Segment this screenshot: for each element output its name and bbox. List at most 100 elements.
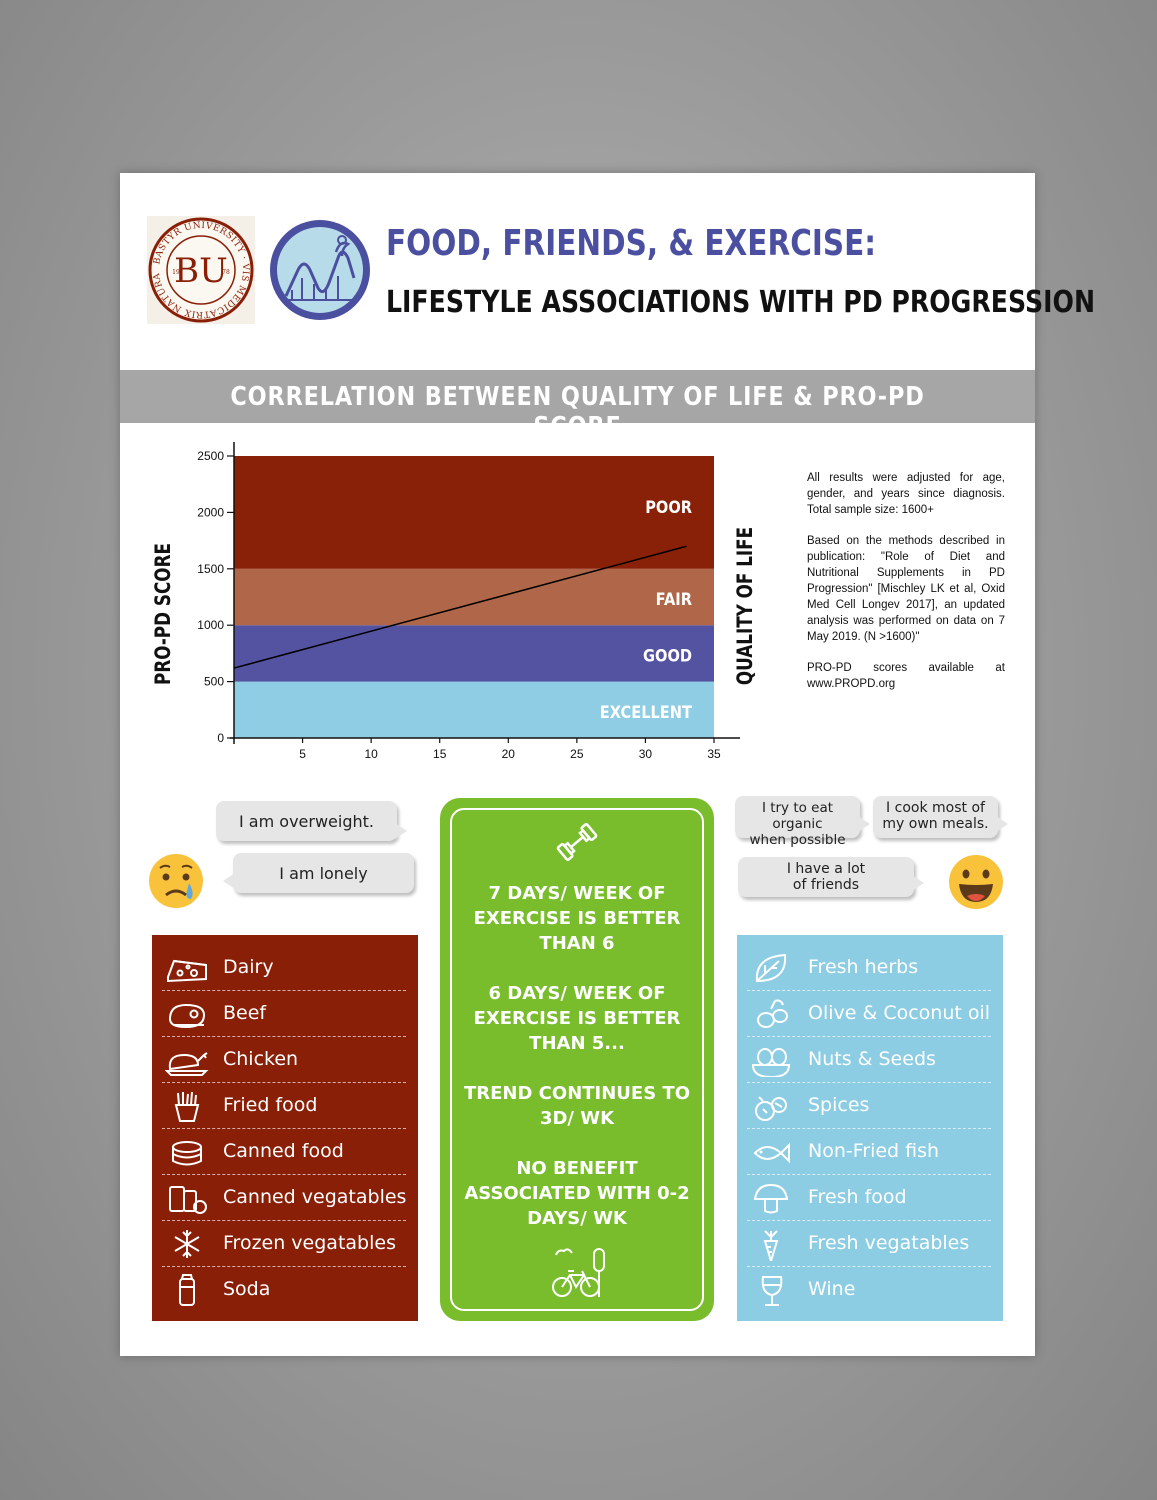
carrot-icon [749, 1227, 795, 1265]
nuts-icon [749, 1043, 795, 1079]
right-axis-title: QUALITY OF LIFE [733, 527, 757, 685]
list-item-label: Frozen vegatables [223, 1232, 396, 1254]
y-tick-label: 2000 [197, 505, 224, 519]
cheese-icon [164, 951, 210, 985]
y-tick-label: 2500 [197, 449, 224, 463]
list-item-label: Dairy [223, 956, 274, 978]
soda-icon [164, 1273, 210, 1307]
main-title: FOOD, FRIENDS, & EXERCISE: [386, 223, 877, 264]
bicycle-icon [552, 1248, 605, 1297]
note-methods: Based on the methods described in public… [807, 535, 1005, 643]
exercise-text-7days: 7 DAYS/ WEEK OF EXERCISE IS BETTER THAN 6 [473, 883, 681, 954]
can-icon [164, 1135, 210, 1169]
mushroom-icon [749, 1181, 795, 1215]
list-item-label: Non-Fried fish [808, 1140, 940, 1162]
svg-text:BU: BU [174, 251, 228, 291]
x-tick-label: 15 [433, 747, 447, 761]
bubble-lonely: I am lonely [223, 853, 414, 893]
band-label-good: GOOD [643, 645, 692, 665]
list-item-label: Fresh herbs [808, 956, 919, 978]
list-item-label: Olive & Coconut oil [808, 1002, 991, 1024]
list-item: Fresh food [747, 1175, 991, 1221]
list-item: Canned vegatables [162, 1175, 406, 1221]
list-item-label: Soda [223, 1278, 271, 1300]
list-item-label: Nuts & Seeds [808, 1048, 936, 1070]
notes: All results were adjusted for age, gende… [807, 470, 1005, 707]
bubble-cook: I cook most of my own meals. [873, 796, 1008, 838]
canned-vegetables-icon [164, 1181, 210, 1215]
list-item-label: Chicken [223, 1048, 299, 1070]
list-item: Soda [162, 1267, 406, 1313]
y-tick-label: 0 [217, 731, 224, 745]
y-tick-label: 500 [204, 675, 224, 689]
happy-face-icon [949, 855, 1003, 909]
y-axis-title: PRO-PD SCORE [151, 543, 175, 685]
bubble-overweight: I am overweight. [216, 801, 407, 841]
list-item-label: Canned food [223, 1140, 344, 1162]
x-tick-label: 5 [299, 747, 306, 761]
list-item-label: Spices [808, 1094, 870, 1116]
leaf-icon [749, 951, 795, 985]
list-item: Non-Fried fish [747, 1129, 991, 1175]
trend-line [233, 545, 687, 669]
dumbbell-icon [556, 823, 598, 861]
subtitle: LIFESTYLE ASSOCIATIONS WITH PD PROGRESSI… [386, 285, 1096, 320]
list-item: Canned food [162, 1129, 406, 1175]
list-item: Fresh herbs [747, 945, 991, 991]
x-tick-label: 35 [707, 747, 721, 761]
bubble-organic: I try to eat organic when possible [735, 796, 870, 848]
list-item-label: Fresh vegatables [808, 1232, 970, 1254]
y-tick-label: 1000 [197, 618, 224, 632]
list-item-label: Wine [808, 1278, 856, 1300]
note-website: PRO-PD scores available at www.PROPD.org [807, 662, 1005, 690]
list-item: Wine [747, 1267, 991, 1313]
good-food-list: Fresh herbs Olive & Coconut oil Nuts & See… [737, 935, 1003, 1321]
list-item: Frozen vegatables [162, 1221, 406, 1267]
bubble-friends: I have a lot of friends [738, 857, 924, 897]
university-seal-logo: BASTYR UNIVERSITY · VIS MEDICATRIX NATUR… [147, 216, 255, 324]
list-item-label: Fresh food [808, 1186, 907, 1208]
chicken-icon [164, 1043, 210, 1077]
exercise-text-6days: 6 DAYS/ WEEK OF EXERCISE IS BETTER THAN 5.… [473, 983, 681, 1054]
pd-logo [270, 220, 370, 320]
bad-food-list: Dairy Beef Chicken Fried food Canned food Can… [152, 935, 418, 1321]
list-item: Fresh vegatables [747, 1221, 991, 1267]
wine-icon [749, 1273, 795, 1307]
x-tick-label: 20 [502, 747, 516, 761]
list-item: Olive & Coconut oil [747, 991, 991, 1037]
list-item: Fried food [162, 1083, 406, 1129]
band-label-excellent: EXCELLENT [600, 702, 692, 722]
fish-icon [749, 1135, 795, 1169]
svg-text:78: 78 [222, 269, 230, 276]
section-title: CORRELATION BETWEEN QUALITY OF LIFE & PR… [230, 382, 925, 442]
band-excellent [234, 681, 714, 738]
band-label-fair: FAIR [656, 589, 692, 609]
band-poor [234, 456, 714, 569]
y-tick-label: 1500 [197, 562, 224, 576]
svg-text:19: 19 [172, 269, 180, 276]
sad-face-icon [149, 854, 203, 908]
x-tick-label: 10 [364, 747, 378, 761]
band-fair [234, 568, 714, 626]
x-tick-label: 30 [639, 747, 653, 761]
fries-icon [164, 1089, 210, 1123]
list-item-label: Canned vegatables [223, 1186, 407, 1208]
steak-icon [164, 997, 210, 1031]
exercise-text-trend: TREND CONTINUES TO 3D/ WK [463, 1083, 691, 1129]
exercise-panel: 7 DAYS/ WEEK OF EXERCISE IS BETTER THAN 6 … [440, 798, 714, 1321]
list-item: Dairy [162, 945, 406, 991]
note-adjustment: All results were adjusted for age, gende… [807, 472, 1005, 516]
x-tick-label: 25 [570, 747, 584, 761]
list-item: Chicken [162, 1037, 406, 1083]
exercise-text-no-benefit: NO BENEFIT ASSOCIATED WITH 0-2 DAYS/ WK [464, 1158, 690, 1229]
list-item-label: Fried food [223, 1094, 318, 1116]
band-good [234, 625, 714, 682]
list-item: Nuts & Seeds [747, 1037, 991, 1083]
olive-icon [749, 997, 795, 1031]
list-item-label: Beef [223, 1002, 267, 1024]
list-item: Spices [747, 1083, 991, 1129]
list-item: Beef [162, 991, 406, 1037]
snowflake-icon [164, 1227, 210, 1261]
band-label-poor: POOR [645, 497, 692, 517]
spices-icon [749, 1089, 795, 1123]
